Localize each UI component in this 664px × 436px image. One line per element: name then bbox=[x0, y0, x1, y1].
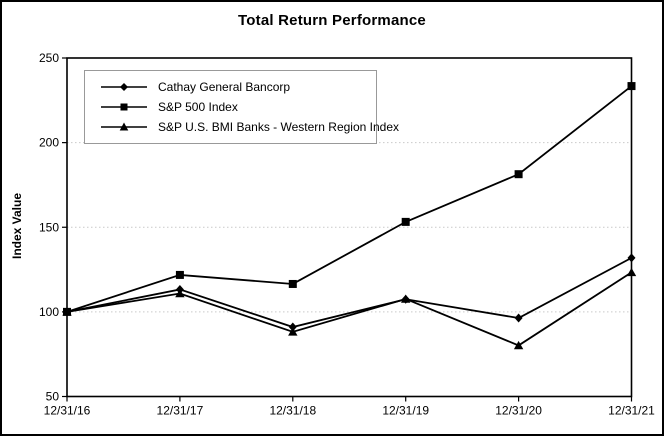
legend: Cathay General Bancorp S&P 500 Index S&P… bbox=[84, 70, 399, 144]
x-tick-label: 12/31/17 bbox=[157, 404, 204, 418]
square-marker bbox=[627, 82, 636, 91]
y-tick-label: 50 bbox=[46, 390, 60, 404]
square-marker bbox=[175, 270, 184, 279]
triangle-marker bbox=[175, 289, 185, 298]
series-line-1 bbox=[66, 85, 633, 313]
legend-item-bmi-banks: S&P U.S. BMI Banks - Western Region Inde… bbox=[100, 120, 399, 134]
square-marker bbox=[288, 279, 297, 288]
series-line-0 bbox=[66, 257, 632, 328]
y-tick-label: 150 bbox=[39, 220, 59, 234]
x-tick-label: 12/31/19 bbox=[382, 404, 429, 418]
legend-label: S&P U.S. BMI Banks - Western Region Inde… bbox=[158, 120, 399, 134]
chart-title: Total Return Performance bbox=[238, 12, 426, 29]
x-tick-label: 12/31/20 bbox=[495, 404, 542, 418]
square-marker bbox=[401, 217, 410, 226]
y-tick-label: 200 bbox=[39, 136, 59, 150]
square-marker bbox=[514, 170, 523, 179]
legend-label: S&P 500 Index bbox=[158, 100, 238, 114]
series-line-2 bbox=[66, 271, 632, 347]
triangle-marker bbox=[401, 294, 411, 303]
legend-item-cathay: Cathay General Bancorp bbox=[100, 80, 376, 94]
diamond-marker bbox=[627, 253, 636, 263]
x-tick-label: 12/31/16 bbox=[44, 404, 91, 418]
triangle-marker bbox=[513, 340, 524, 350]
diamond-marker-icon bbox=[101, 83, 147, 91]
triangle-marker bbox=[626, 267, 637, 277]
square-marker-icon bbox=[101, 103, 147, 111]
legend-label: Cathay General Bancorp bbox=[158, 80, 291, 94]
x-tick-label: 12/31/18 bbox=[269, 404, 316, 418]
x-tick-label: 12/31/21 bbox=[608, 404, 655, 418]
triangle-marker-icon bbox=[101, 122, 147, 131]
y-tick-label: 250 bbox=[39, 51, 59, 65]
legend-item-sp500: S&P 500 Index bbox=[100, 100, 376, 114]
triangle-marker bbox=[62, 307, 72, 316]
triangle-marker bbox=[288, 327, 298, 336]
diamond-marker bbox=[514, 313, 523, 323]
diamond-marker bbox=[288, 322, 297, 332]
y-tick-label: 100 bbox=[39, 305, 59, 319]
